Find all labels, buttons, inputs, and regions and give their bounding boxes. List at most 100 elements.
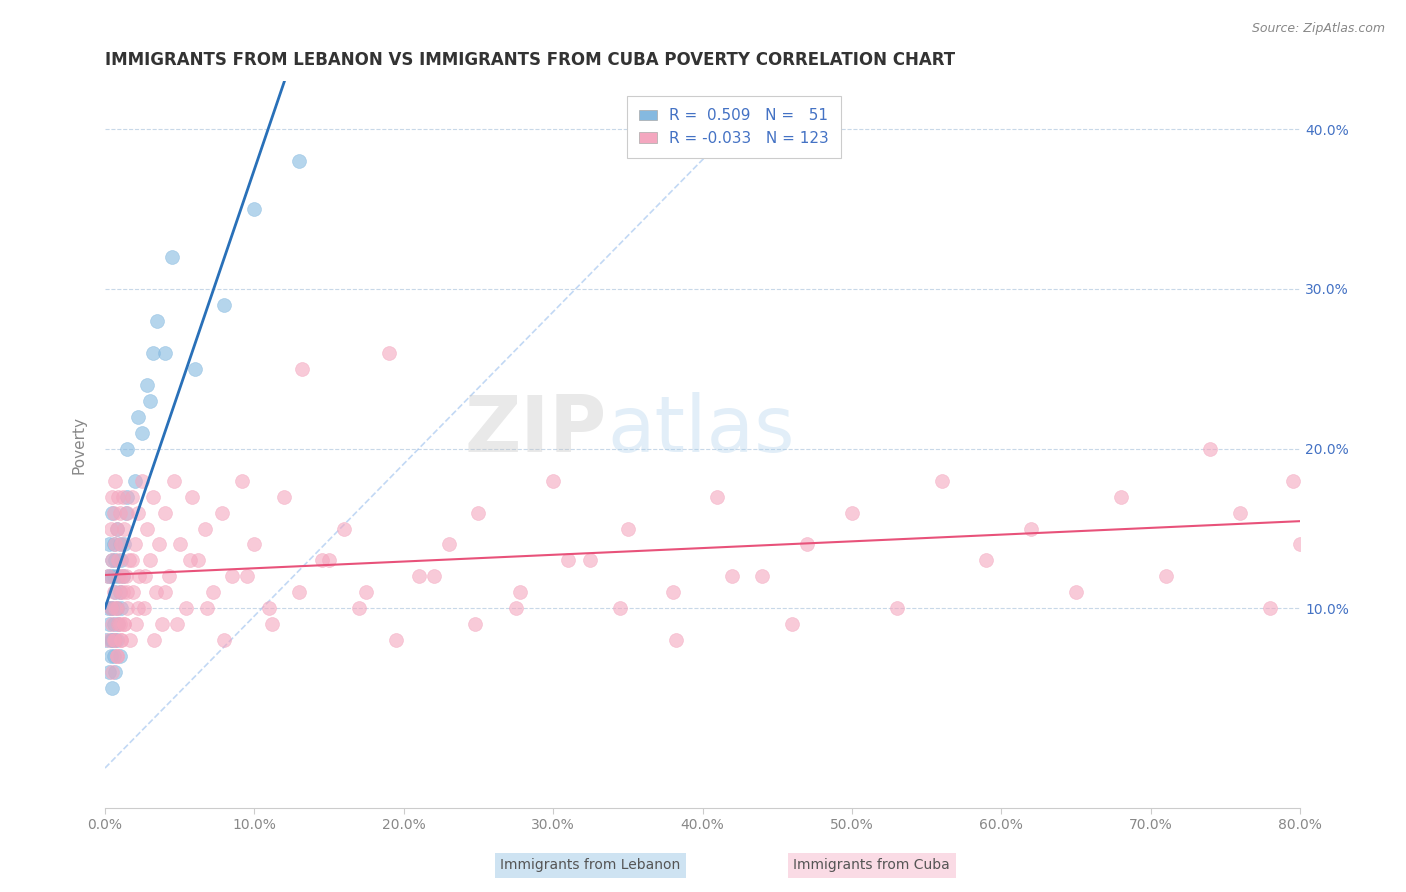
Point [1019, 521, 1042, 535]
Point [111, 569, 134, 583]
Point [157, 569, 180, 583]
Point [579, 553, 602, 567]
Point [347, 601, 370, 615]
Point [107, 617, 129, 632]
Point [221, 569, 243, 583]
Point [706, 490, 728, 504]
Point [108, 649, 131, 664]
Point [108, 585, 131, 599]
Point [98, 617, 121, 632]
Point [751, 569, 773, 583]
Point [665, 633, 688, 648]
Point [166, 617, 188, 632]
Point [127, 506, 149, 520]
Point [187, 553, 209, 567]
Point [108, 617, 131, 632]
Point [104, 665, 127, 680]
Point [105, 633, 128, 648]
Point [105, 649, 128, 664]
Point [117, 601, 139, 615]
Point [125, 617, 148, 632]
Point [101, 665, 124, 680]
Point [115, 569, 138, 583]
Point [105, 649, 128, 664]
Point [214, 633, 236, 648]
Point [112, 617, 135, 632]
Point [107, 617, 129, 632]
Point [378, 346, 401, 360]
Point [1109, 490, 1132, 504]
Point [796, 537, 818, 551]
Point [110, 601, 132, 615]
Point [103, 617, 125, 632]
Point [112, 617, 135, 632]
Point [108, 537, 131, 551]
Text: Immigrants from Lebanon: Immigrants from Lebanon [501, 858, 681, 872]
Point [150, 617, 173, 632]
Point [142, 346, 165, 360]
Point [124, 474, 146, 488]
Point [437, 537, 460, 551]
Point [231, 474, 253, 488]
Point [1296, 377, 1319, 392]
Point [108, 569, 131, 583]
Point [104, 474, 127, 488]
Point [111, 585, 134, 599]
Point [107, 569, 129, 583]
Point [211, 506, 233, 520]
Point [291, 361, 314, 376]
Point [100, 521, 122, 535]
Point [273, 490, 295, 504]
Point [122, 585, 145, 599]
Point [132, 601, 155, 615]
Point [259, 601, 281, 615]
Point [1289, 537, 1312, 551]
Point [111, 490, 134, 504]
Point [96, 633, 118, 648]
Point [841, 506, 863, 520]
Point [121, 553, 143, 567]
Point [780, 617, 803, 632]
Text: IMMIGRANTS FROM LEBANON VS IMMIGRANTS FROM CUBA POVERTY CORRELATION CHART: IMMIGRANTS FROM LEBANON VS IMMIGRANTS FR… [105, 51, 955, 69]
Point [117, 506, 139, 520]
Point [194, 521, 217, 535]
Point [98, 537, 121, 551]
Point [101, 506, 124, 520]
Point [139, 553, 162, 567]
Point [976, 553, 998, 567]
Point [135, 521, 157, 535]
Point [101, 681, 124, 696]
Point [110, 553, 132, 567]
Point [541, 474, 564, 488]
Point [385, 633, 408, 648]
Point [100, 569, 122, 583]
Point [105, 601, 128, 615]
Point [118, 553, 141, 567]
Point [243, 202, 266, 216]
Point [117, 442, 139, 456]
Point [105, 601, 128, 615]
Point [356, 585, 378, 599]
Point [110, 537, 132, 551]
Point [288, 154, 311, 169]
Point [101, 490, 124, 504]
Point [97, 569, 120, 583]
Point [135, 377, 157, 392]
Point [1229, 506, 1251, 520]
Point [243, 537, 266, 551]
Point [108, 585, 131, 599]
Point [103, 585, 125, 599]
Point [111, 569, 134, 583]
Point [1064, 585, 1087, 599]
Point [143, 633, 166, 648]
Point [179, 553, 201, 567]
Text: atlas: atlas [607, 392, 794, 468]
Point [97, 569, 120, 583]
Point [103, 649, 125, 664]
Point [104, 633, 127, 648]
Point [318, 553, 340, 567]
Point [163, 474, 186, 488]
Point [1258, 601, 1281, 615]
Point [103, 569, 125, 583]
Point [103, 506, 125, 520]
